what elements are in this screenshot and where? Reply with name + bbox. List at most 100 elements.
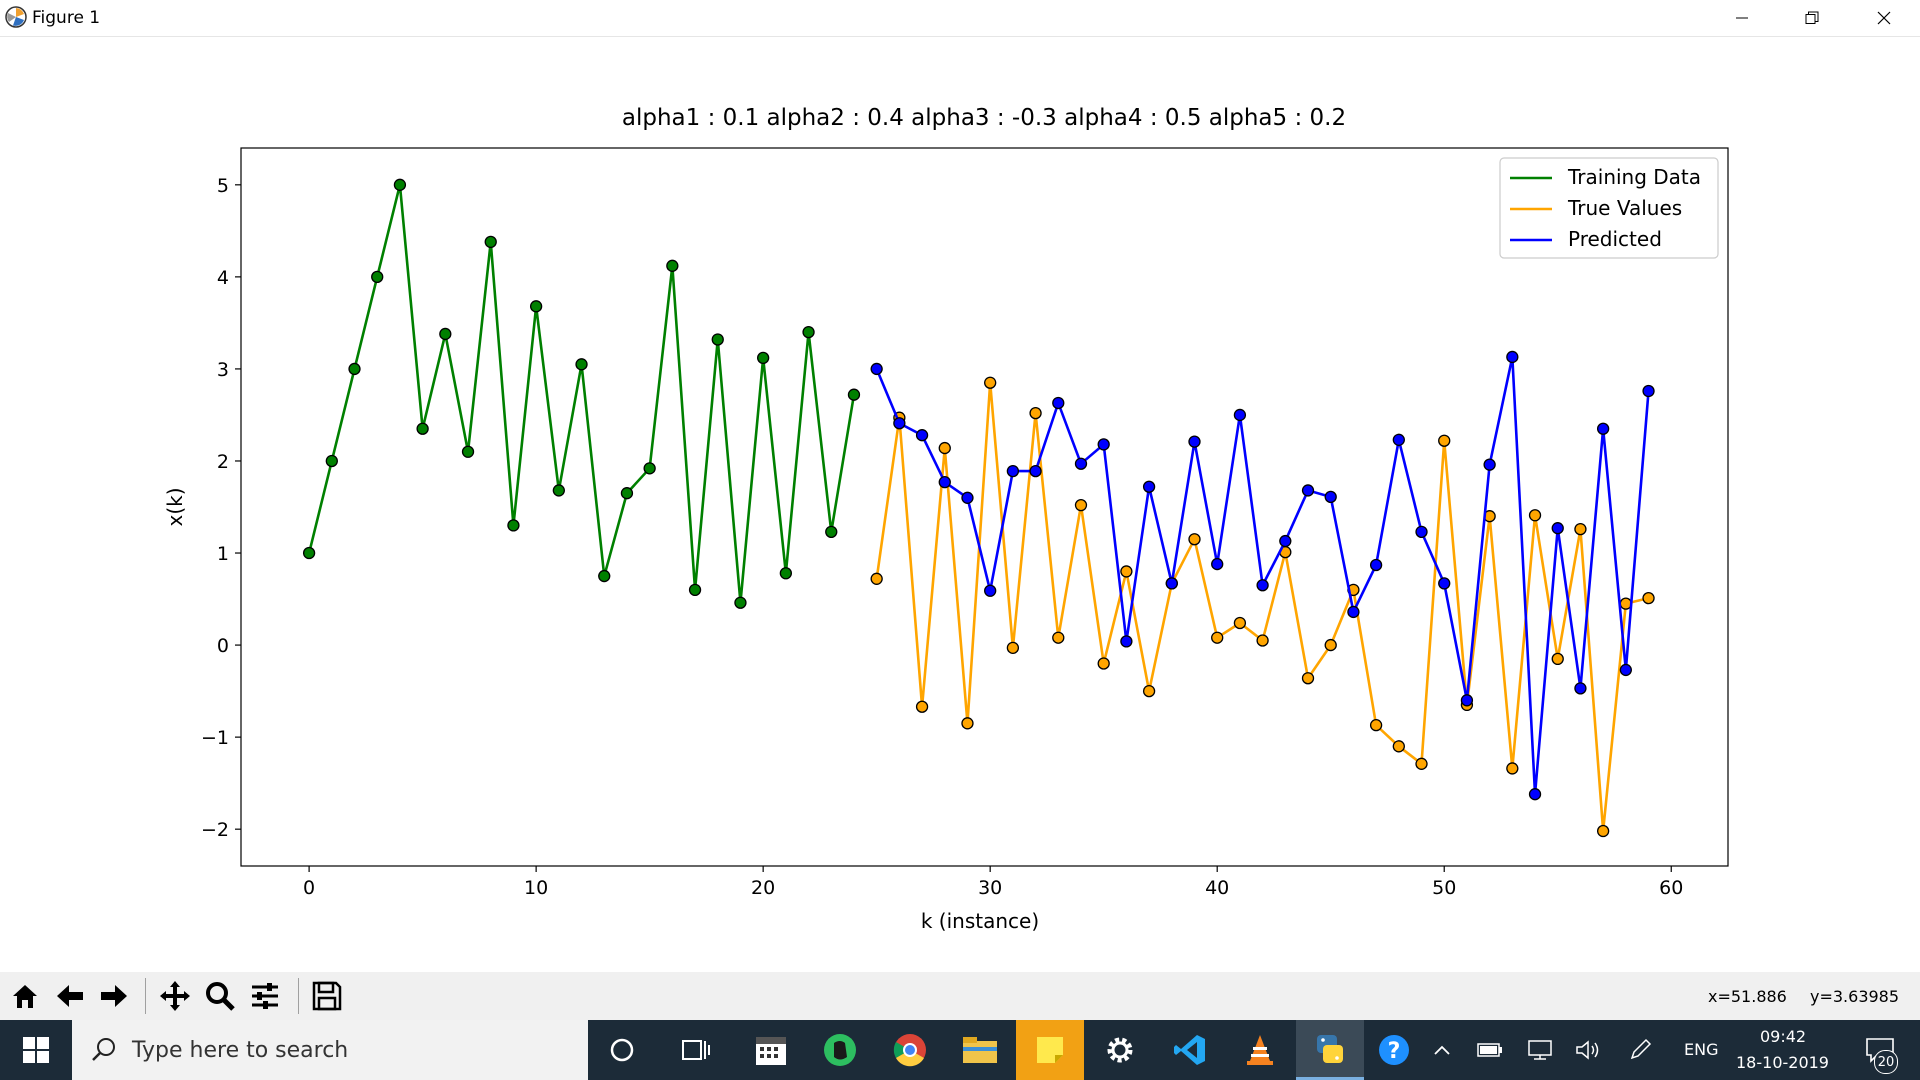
data-point bbox=[1551, 522, 1564, 535]
legend-label: True Values bbox=[1567, 196, 1682, 220]
x-tick-label: 30 bbox=[978, 877, 1002, 899]
zoom-button[interactable] bbox=[200, 976, 240, 1016]
pan-button[interactable] bbox=[155, 976, 195, 1016]
windows-logo-icon bbox=[23, 1037, 49, 1063]
y-tick-label: 5 bbox=[217, 175, 229, 197]
data-point bbox=[529, 300, 543, 313]
cortana-button[interactable] bbox=[588, 1020, 656, 1080]
legend-label: Predicted bbox=[1568, 227, 1662, 251]
help-app[interactable]: ? bbox=[1360, 1020, 1428, 1080]
x-tick-label: 0 bbox=[303, 877, 315, 899]
y-tick-label: −2 bbox=[201, 819, 229, 841]
window-titlebar: Figure 1 bbox=[0, 0, 1920, 37]
figure-canvas[interactable]: alpha1 : 0.1 alpha2 : 0.4 alpha3 : -0.3 … bbox=[0, 37, 1920, 972]
evernote-app[interactable] bbox=[806, 1020, 874, 1080]
minimize-button[interactable] bbox=[1707, 0, 1777, 36]
data-point bbox=[302, 546, 316, 560]
x-tick-label: 10 bbox=[524, 877, 548, 899]
data-point bbox=[1052, 396, 1065, 410]
vscode-app[interactable] bbox=[1156, 1020, 1224, 1080]
vlc-app[interactable] bbox=[1226, 1020, 1294, 1080]
data-point bbox=[1006, 464, 1020, 478]
file-explorer-app[interactable] bbox=[946, 1020, 1014, 1080]
sticky-notes-app[interactable] bbox=[1016, 1020, 1084, 1080]
save-button[interactable] bbox=[307, 976, 347, 1016]
python-app[interactable] bbox=[1296, 1020, 1364, 1080]
restore-icon bbox=[1805, 11, 1819, 24]
help-icon: ? bbox=[1379, 1035, 1409, 1065]
show-hidden-icons-button[interactable] bbox=[1424, 1020, 1460, 1080]
data-point bbox=[1574, 522, 1587, 536]
data-point bbox=[779, 567, 793, 580]
data-point bbox=[1188, 435, 1201, 448]
data-point bbox=[439, 327, 452, 341]
close-icon bbox=[1877, 11, 1891, 25]
forward-button[interactable] bbox=[94, 976, 134, 1016]
data-point bbox=[938, 475, 951, 489]
data-point bbox=[1596, 824, 1610, 838]
data-point bbox=[1142, 480, 1156, 493]
series-predicted bbox=[870, 350, 1655, 801]
data-point bbox=[325, 454, 338, 468]
back-button[interactable] bbox=[50, 976, 90, 1016]
data-point bbox=[1120, 635, 1133, 648]
settings-app[interactable] bbox=[1086, 1020, 1154, 1080]
battery-button[interactable] bbox=[1472, 1020, 1508, 1080]
data-point bbox=[1074, 499, 1088, 512]
data-point bbox=[1438, 577, 1451, 590]
data-point bbox=[915, 429, 929, 442]
data-point bbox=[1528, 788, 1542, 801]
data-point bbox=[1279, 534, 1292, 548]
data-point bbox=[1029, 464, 1042, 478]
cortana-icon bbox=[610, 1038, 634, 1062]
data-point bbox=[1506, 350, 1519, 364]
data-point bbox=[1460, 694, 1474, 707]
data-point bbox=[1324, 638, 1337, 652]
data-point bbox=[1233, 616, 1247, 630]
speaker-icon bbox=[1576, 1040, 1599, 1060]
data-point bbox=[802, 325, 815, 339]
search-icon bbox=[92, 1038, 115, 1061]
data-point bbox=[1369, 558, 1383, 572]
data-point bbox=[961, 491, 974, 504]
home-button[interactable] bbox=[5, 976, 45, 1016]
data-point bbox=[1415, 525, 1428, 539]
data-point bbox=[348, 362, 361, 376]
restore-button[interactable] bbox=[1777, 0, 1847, 36]
vlc-icon bbox=[1247, 1035, 1273, 1065]
battery-icon bbox=[1477, 1043, 1502, 1057]
data-point bbox=[461, 445, 475, 458]
data-point bbox=[1188, 533, 1201, 546]
data-point bbox=[416, 422, 429, 435]
network-button[interactable] bbox=[1522, 1020, 1558, 1080]
data-point bbox=[938, 441, 951, 455]
pen-workspace-button[interactable] bbox=[1622, 1020, 1658, 1080]
magnifier-icon bbox=[206, 982, 235, 1011]
sliders-icon bbox=[252, 983, 278, 1009]
clock-date[interactable]: 18-10-2019 bbox=[1736, 1053, 1829, 1072]
vscode-icon bbox=[1174, 1035, 1205, 1065]
taskbar-search-box[interactable]: Type here to search bbox=[72, 1020, 588, 1080]
data-point bbox=[870, 362, 883, 376]
data-point bbox=[1415, 757, 1428, 770]
start-button[interactable] bbox=[0, 1020, 72, 1080]
clock-time[interactable]: 09:42 bbox=[1760, 1027, 1807, 1046]
action-center-button[interactable]: 20 bbox=[1852, 1020, 1908, 1080]
search-placeholder: Type here to search bbox=[132, 1038, 349, 1063]
input-language[interactable]: ENG bbox=[1684, 1040, 1719, 1059]
data-point bbox=[893, 417, 906, 430]
task-view-button[interactable] bbox=[662, 1020, 730, 1080]
data-point bbox=[1528, 509, 1542, 522]
chrome-app[interactable] bbox=[876, 1020, 944, 1080]
legend-label: Training Data bbox=[1567, 165, 1701, 189]
pen-icon bbox=[1630, 1038, 1652, 1060]
volume-button[interactable] bbox=[1570, 1020, 1606, 1080]
data-point bbox=[1551, 652, 1564, 666]
evernote-icon bbox=[824, 1034, 856, 1066]
close-button[interactable] bbox=[1849, 0, 1919, 36]
home-icon bbox=[13, 985, 37, 1008]
calendar-app[interactable] bbox=[737, 1020, 805, 1080]
configure-subplots-button[interactable] bbox=[245, 976, 285, 1016]
data-point bbox=[1574, 682, 1587, 695]
move-icon bbox=[160, 981, 190, 1011]
